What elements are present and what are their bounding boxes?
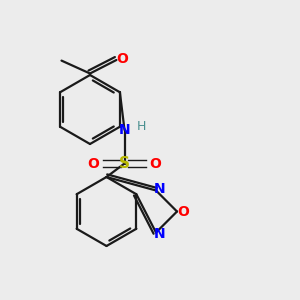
Text: O: O xyxy=(149,157,161,170)
Text: N: N xyxy=(119,123,130,137)
Text: O: O xyxy=(116,52,128,66)
Text: N: N xyxy=(154,227,165,241)
Text: O: O xyxy=(88,157,100,170)
Text: N: N xyxy=(154,182,165,196)
Text: O: O xyxy=(177,205,189,218)
Text: S: S xyxy=(119,156,130,171)
Text: H: H xyxy=(136,120,146,134)
